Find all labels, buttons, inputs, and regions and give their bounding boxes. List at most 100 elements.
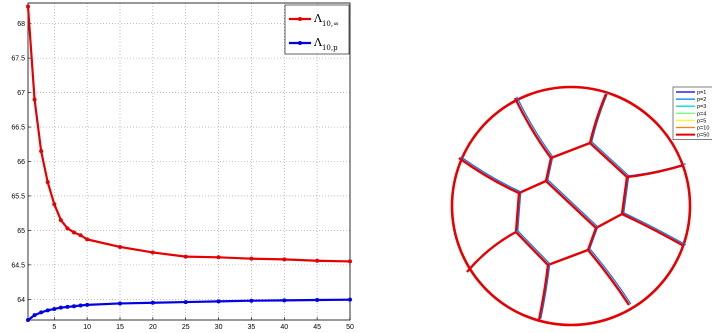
series-line-0 — [26, 6, 351, 263]
cell-edge-3-blue — [623, 212, 687, 246]
data-point — [348, 259, 352, 264]
data-point — [45, 180, 50, 185]
data-point — [78, 303, 83, 308]
data-point — [118, 244, 122, 249]
line-chart: 64 64.5 65 65.5 66 66.5 67 67.5 68 5 10 15 20 25 30 35… — [11, 2, 354, 331]
y-tick-label: 66 — [17, 159, 25, 166]
x-tick-label: 10 — [83, 324, 91, 331]
data-point — [249, 298, 254, 303]
y-tick-label: 65.5 — [11, 193, 25, 200]
x-axis-ticks: 5 10 15 20 25 30 35 40 45 50 — [52, 317, 354, 331]
legend-subscript: 10,∞ — [322, 20, 339, 28]
y-tick-label: 64.5 — [11, 262, 25, 269]
y-tick-label: 67.5 — [11, 56, 25, 63]
data-point — [150, 250, 155, 255]
data-point — [282, 298, 287, 303]
data-point — [65, 226, 70, 231]
data-point — [216, 255, 221, 260]
data-point — [249, 256, 254, 261]
data-point — [315, 258, 320, 263]
data-point — [39, 149, 44, 154]
data-point — [26, 318, 30, 322]
diagram-legend-label: p=50 — [697, 133, 709, 139]
data-point — [65, 304, 70, 309]
x-tick-label: 45 — [313, 324, 321, 331]
data-point — [39, 310, 44, 315]
legend-label: Λ10,∞ — [313, 12, 339, 28]
cell-edge-4-blue — [589, 248, 632, 305]
cell-edge-4 — [587, 249, 631, 306]
data-point — [32, 313, 37, 318]
cell-edge-5 — [537, 264, 550, 321]
central-cell-blue — [517, 141, 630, 265]
outer-circle — [450, 85, 692, 327]
y-tick-label: 67 — [17, 90, 25, 97]
data-point — [85, 302, 90, 307]
cell-edge-0-blue — [516, 96, 554, 158]
x-tick-label: 15 — [116, 324, 124, 331]
legend-marker — [298, 41, 302, 45]
cell-edge-3 — [621, 212, 685, 248]
diagram-legend-label: p=5 — [697, 118, 706, 124]
y-tick-label: 68 — [17, 21, 25, 28]
diagram-legend-label: p=4 — [697, 111, 706, 117]
diagram-legend-label: p=2 — [697, 97, 706, 103]
diagonal-edge — [545, 180, 597, 229]
cell-edge-7-blue — [460, 156, 522, 193]
data-point — [52, 306, 57, 311]
x-tick-label: 30 — [215, 324, 223, 331]
cell-edge-0 — [513, 97, 552, 159]
data-point — [52, 202, 57, 207]
legend-subscript: 10,p — [322, 44, 338, 52]
y-axis-ticks: 64 64.5 65 65.5 66 66.5 67 67.5 68 — [11, 21, 31, 304]
cell-edge-7 — [458, 157, 520, 195]
data-point — [118, 301, 122, 306]
x-tick-label: 40 — [280, 324, 288, 331]
legend-marker — [298, 17, 302, 21]
data-point — [26, 4, 30, 9]
chart-legend: Λ10,∞Λ10,p — [284, 4, 350, 55]
series-layer — [26, 4, 352, 322]
series-line-1 — [27, 298, 351, 321]
diagram-legend-label: p=10 — [697, 126, 709, 132]
data-point — [58, 218, 63, 223]
cell-edge-5-blue — [540, 263, 551, 319]
data-point — [45, 308, 50, 313]
data-point — [282, 257, 287, 262]
partition-diagram: p=1p=2p=3p=4p=5 p=10p=50 — [450, 85, 712, 327]
data-point — [216, 299, 221, 304]
data-point — [150, 300, 155, 305]
data-point — [183, 254, 188, 259]
data-point — [58, 305, 63, 310]
data-point — [348, 297, 352, 302]
diagram-legend-label: p=1 — [697, 90, 706, 96]
partition-lines — [450, 85, 692, 327]
data-point — [72, 304, 76, 309]
y-tick-label: 66.5 — [11, 125, 25, 132]
x-tick-label: 35 — [248, 324, 256, 331]
diagram-legend: p=1p=2p=3p=4p=5 p=10p=50 — [672, 86, 712, 140]
data-point — [72, 230, 76, 235]
cell-edge-6 — [466, 230, 517, 273]
x-tick-label: 50 — [346, 324, 354, 331]
cell-edge-6-blue — [468, 230, 519, 272]
x-tick-label: 20 — [149, 324, 157, 331]
legend-label: Λ10,p — [313, 36, 338, 52]
data-point — [32, 97, 37, 102]
data-point — [78, 233, 83, 238]
y-tick-label: 65 — [17, 228, 25, 235]
data-point — [183, 300, 188, 305]
cell-edge-2-blue — [628, 163, 686, 177]
data-point — [315, 298, 320, 303]
legend-symbol: Λ — [313, 12, 323, 25]
cell-edge-1-blue — [591, 92, 609, 142]
diagonal-edge-blue — [547, 179, 599, 228]
y-tick-label: 64 — [17, 297, 25, 304]
cell-edge-2 — [626, 163, 685, 179]
legend-symbol: Λ — [313, 36, 323, 49]
data-point — [85, 237, 90, 242]
legend-box — [284, 4, 350, 55]
cell-edge-1 — [588, 93, 608, 144]
x-tick-label: 5 — [52, 324, 56, 331]
